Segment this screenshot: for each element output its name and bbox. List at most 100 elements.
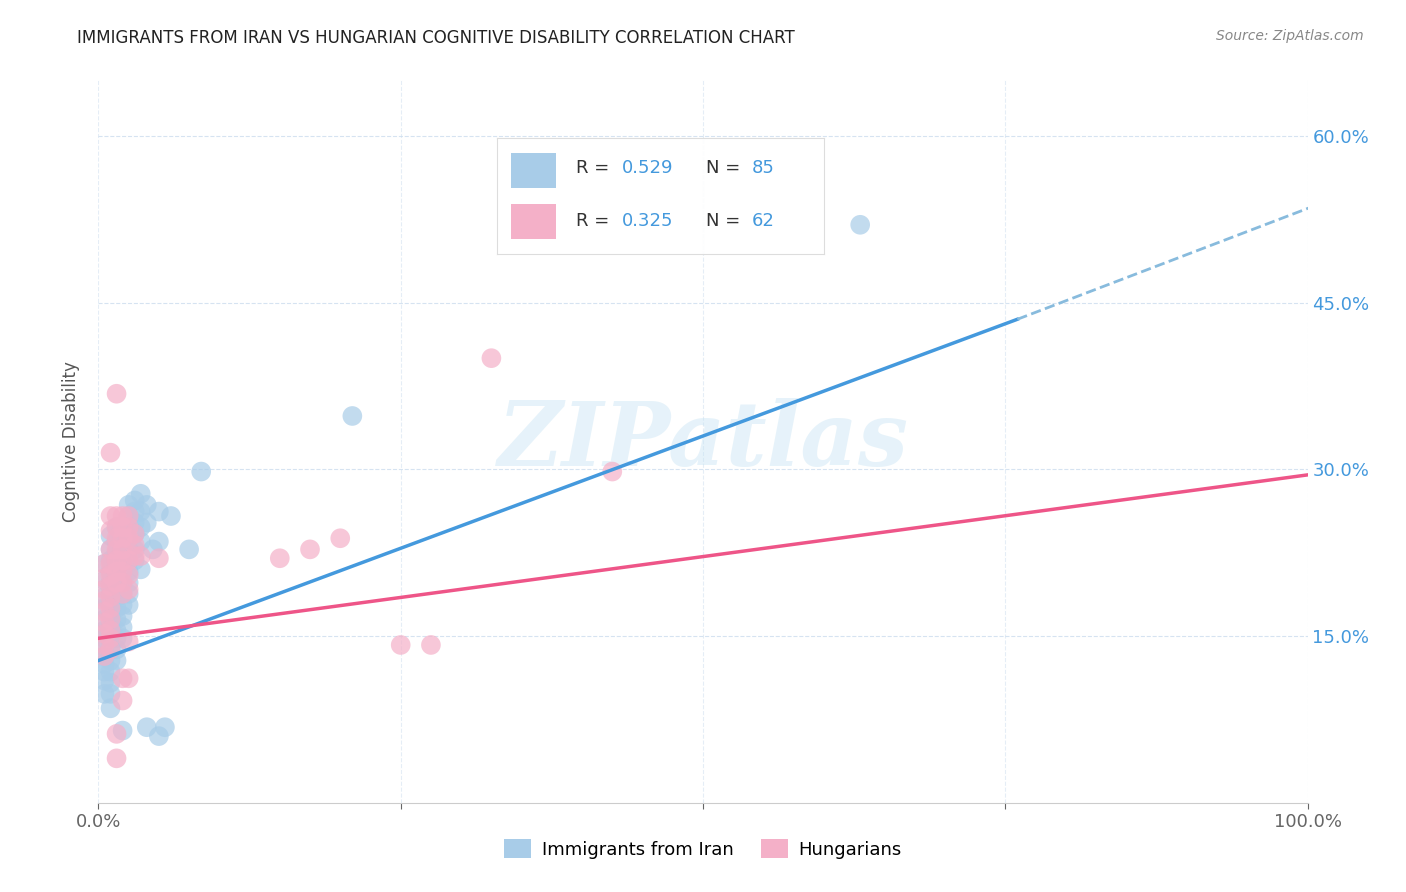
Point: [111, 542, 134, 557]
Point: [118, 520, 141, 534]
Point: [100, 557, 122, 571]
Point: [129, 549, 152, 563]
Point: [93, 649, 115, 664]
Point: [111, 531, 134, 545]
Point: [124, 542, 146, 557]
Point: [93, 557, 115, 571]
Point: [148, 505, 170, 519]
Point: [148, 729, 170, 743]
Y-axis label: Cognitive Disability: Cognitive Disability: [62, 361, 80, 522]
Point: [153, 720, 176, 734]
Point: [100, 598, 122, 612]
Point: [105, 642, 128, 657]
Text: ZIPatlas: ZIPatlas: [498, 399, 908, 484]
Point: [118, 582, 141, 597]
Point: [420, 638, 443, 652]
Point: [135, 720, 157, 734]
Point: [148, 534, 170, 549]
Point: [100, 642, 122, 657]
Point: [111, 565, 134, 579]
Point: [105, 531, 128, 545]
Point: [105, 557, 128, 571]
Point: [111, 620, 134, 634]
Point: [105, 579, 128, 593]
Point: [100, 687, 122, 701]
Point: [329, 531, 352, 545]
Point: [100, 620, 122, 634]
Point: [105, 727, 128, 741]
Point: [93, 673, 115, 688]
Point: [100, 653, 122, 667]
Point: [93, 665, 115, 679]
Point: [389, 638, 412, 652]
Point: [105, 386, 128, 401]
Point: [100, 568, 122, 582]
Point: [111, 587, 134, 601]
Point: [100, 642, 122, 657]
Point: [118, 634, 141, 648]
Point: [111, 632, 134, 646]
Point: [179, 542, 201, 557]
Point: [129, 562, 152, 576]
Point: [124, 526, 146, 541]
Point: [105, 568, 128, 582]
Point: [111, 553, 134, 567]
Point: [118, 587, 141, 601]
Point: [160, 508, 183, 523]
Point: [111, 609, 134, 624]
Point: [111, 508, 134, 523]
Point: [100, 575, 122, 590]
Point: [100, 565, 122, 579]
Point: [100, 609, 122, 624]
Point: [100, 590, 122, 604]
Point: [93, 612, 115, 626]
Point: [100, 508, 122, 523]
Point: [93, 624, 115, 638]
Point: [105, 542, 128, 557]
Point: [93, 657, 115, 671]
Point: [100, 579, 122, 593]
Point: [100, 665, 122, 679]
Point: [100, 624, 122, 638]
Point: [105, 612, 128, 626]
Point: [93, 615, 115, 630]
Point: [111, 671, 134, 685]
Point: [100, 587, 122, 601]
Point: [124, 493, 146, 508]
Point: [100, 701, 122, 715]
Point: [111, 553, 134, 567]
Point: [105, 624, 128, 638]
Point: [111, 693, 134, 707]
Point: [93, 557, 115, 571]
Point: [111, 520, 134, 534]
Point: [93, 638, 115, 652]
Text: IMMIGRANTS FROM IRAN VS HUNGARIAN COGNITIVE DISABILITY CORRELATION CHART: IMMIGRANTS FROM IRAN VS HUNGARIAN COGNIT…: [77, 29, 794, 46]
Point: [93, 590, 115, 604]
Point: [100, 524, 122, 538]
Point: [100, 542, 122, 557]
Point: [100, 445, 122, 459]
Point: [105, 632, 128, 646]
Point: [100, 675, 122, 690]
Point: [124, 516, 146, 530]
Point: [93, 649, 115, 664]
Point: [129, 520, 152, 534]
Point: [299, 542, 322, 557]
Point: [93, 582, 115, 597]
Point: [105, 751, 128, 765]
Point: [105, 534, 128, 549]
Point: [105, 565, 128, 579]
Point: [124, 553, 146, 567]
Point: [602, 465, 624, 479]
Point: [118, 508, 141, 523]
Point: [111, 542, 134, 557]
Point: [105, 601, 128, 615]
Point: [93, 593, 115, 607]
Point: [118, 531, 141, 545]
Point: [105, 553, 128, 567]
Point: [105, 575, 128, 590]
Point: [124, 526, 146, 541]
Point: [124, 505, 146, 519]
Point: [100, 553, 122, 567]
Point: [118, 542, 141, 557]
